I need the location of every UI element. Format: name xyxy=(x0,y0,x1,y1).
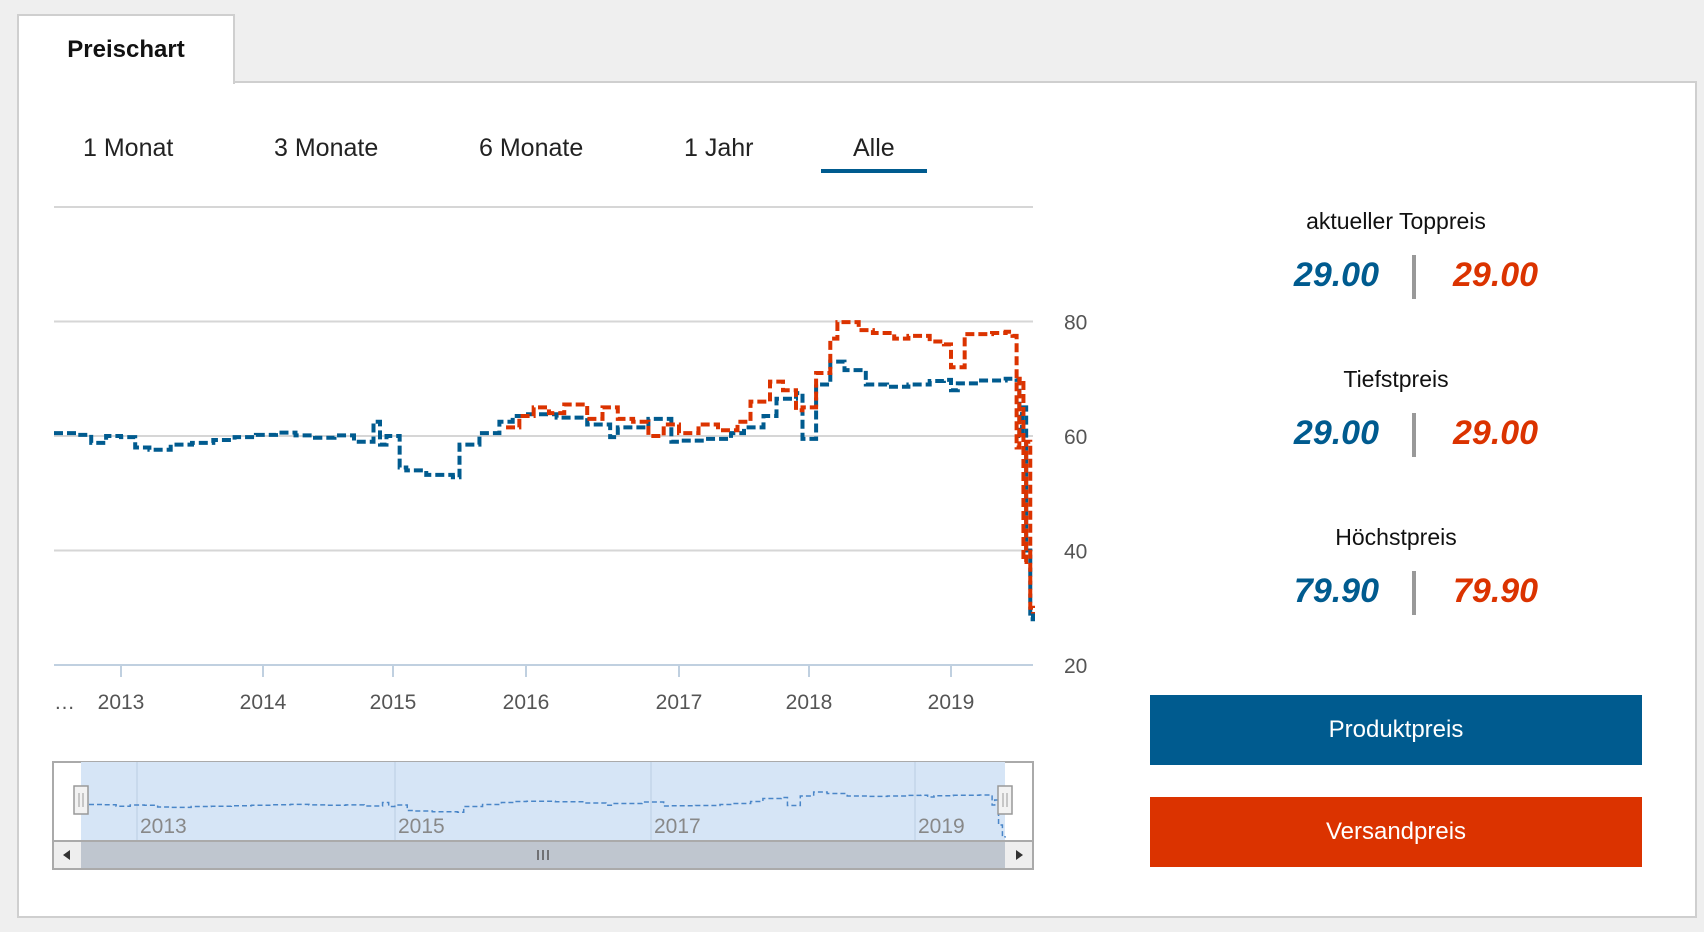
highest-price-label: Höchstpreis xyxy=(1335,524,1457,550)
x-tick-label: 2014 xyxy=(240,691,287,714)
navigator-series-line xyxy=(81,791,1006,838)
navigator-tick-label: 2017 xyxy=(654,815,701,838)
x-tick-label: 2017 xyxy=(656,691,703,714)
x-tick-label: 2016 xyxy=(503,691,550,714)
lowest-shipping-price: 29.00 xyxy=(1453,414,1539,452)
y-tick-label: 80 xyxy=(1064,312,1087,335)
range-1-monat[interactable]: 1 Monat xyxy=(83,134,174,162)
x-tick-label: 2013 xyxy=(98,691,145,714)
navigator-tick-label: 2013 xyxy=(140,815,187,838)
arrow-right-icon xyxy=(1016,850,1023,860)
series-line-versandpreis xyxy=(506,320,1035,614)
y-tick-label: 40 xyxy=(1064,541,1087,564)
product-price-button[interactable]: Produktpreis xyxy=(1150,695,1642,765)
series-line-produktpreis xyxy=(54,359,1035,622)
range-1-jahr[interactable]: 1 Jahr xyxy=(684,134,754,162)
range-3-monate[interactable]: 3 Monate xyxy=(274,134,379,162)
y-tick-label: 60 xyxy=(1064,426,1087,449)
navigator-tick-label: 2015 xyxy=(398,815,445,838)
navigator-handle-right[interactable] xyxy=(997,785,1013,815)
separator xyxy=(1412,255,1416,299)
price-chart: 20 40 60 80 2013 2014 2015 2016 2017 2018 2019 … 201… xyxy=(52,206,1087,870)
highest-shipping-price: 79.90 xyxy=(1453,572,1539,610)
tab-preischart[interactable]: Preischart xyxy=(17,14,235,84)
x-tick-label: 2019 xyxy=(928,691,975,714)
lowest-product-price: 29.00 xyxy=(1293,414,1379,452)
active-range-indicator xyxy=(821,169,927,173)
current-top-price-label: aktueller Toppreis xyxy=(1306,208,1486,234)
shipping-price-button[interactable]: Versandpreis xyxy=(1150,797,1642,867)
tab-label: Preischart xyxy=(67,36,185,63)
highest-product-price: 79.90 xyxy=(1293,572,1379,610)
navigator-tick-label: 2019 xyxy=(918,815,965,838)
y-tick-label: 20 xyxy=(1064,655,1087,678)
x-tick-label: 2018 xyxy=(786,691,833,714)
separator xyxy=(1412,571,1416,615)
range-6-monate[interactable]: 6 Monate xyxy=(479,134,584,162)
current-shipping-price: 29.00 xyxy=(1453,256,1539,294)
x-tick-label: 2015 xyxy=(370,691,417,714)
current-product-price: 29.00 xyxy=(1293,256,1379,294)
x-overflow-label: … xyxy=(54,691,75,714)
arrow-left-icon xyxy=(63,850,70,860)
range-alle[interactable]: Alle xyxy=(853,134,895,162)
separator xyxy=(1412,413,1416,457)
navigator-handle-left[interactable] xyxy=(73,785,89,815)
lowest-price-label: Tiefstpreis xyxy=(1343,366,1449,392)
